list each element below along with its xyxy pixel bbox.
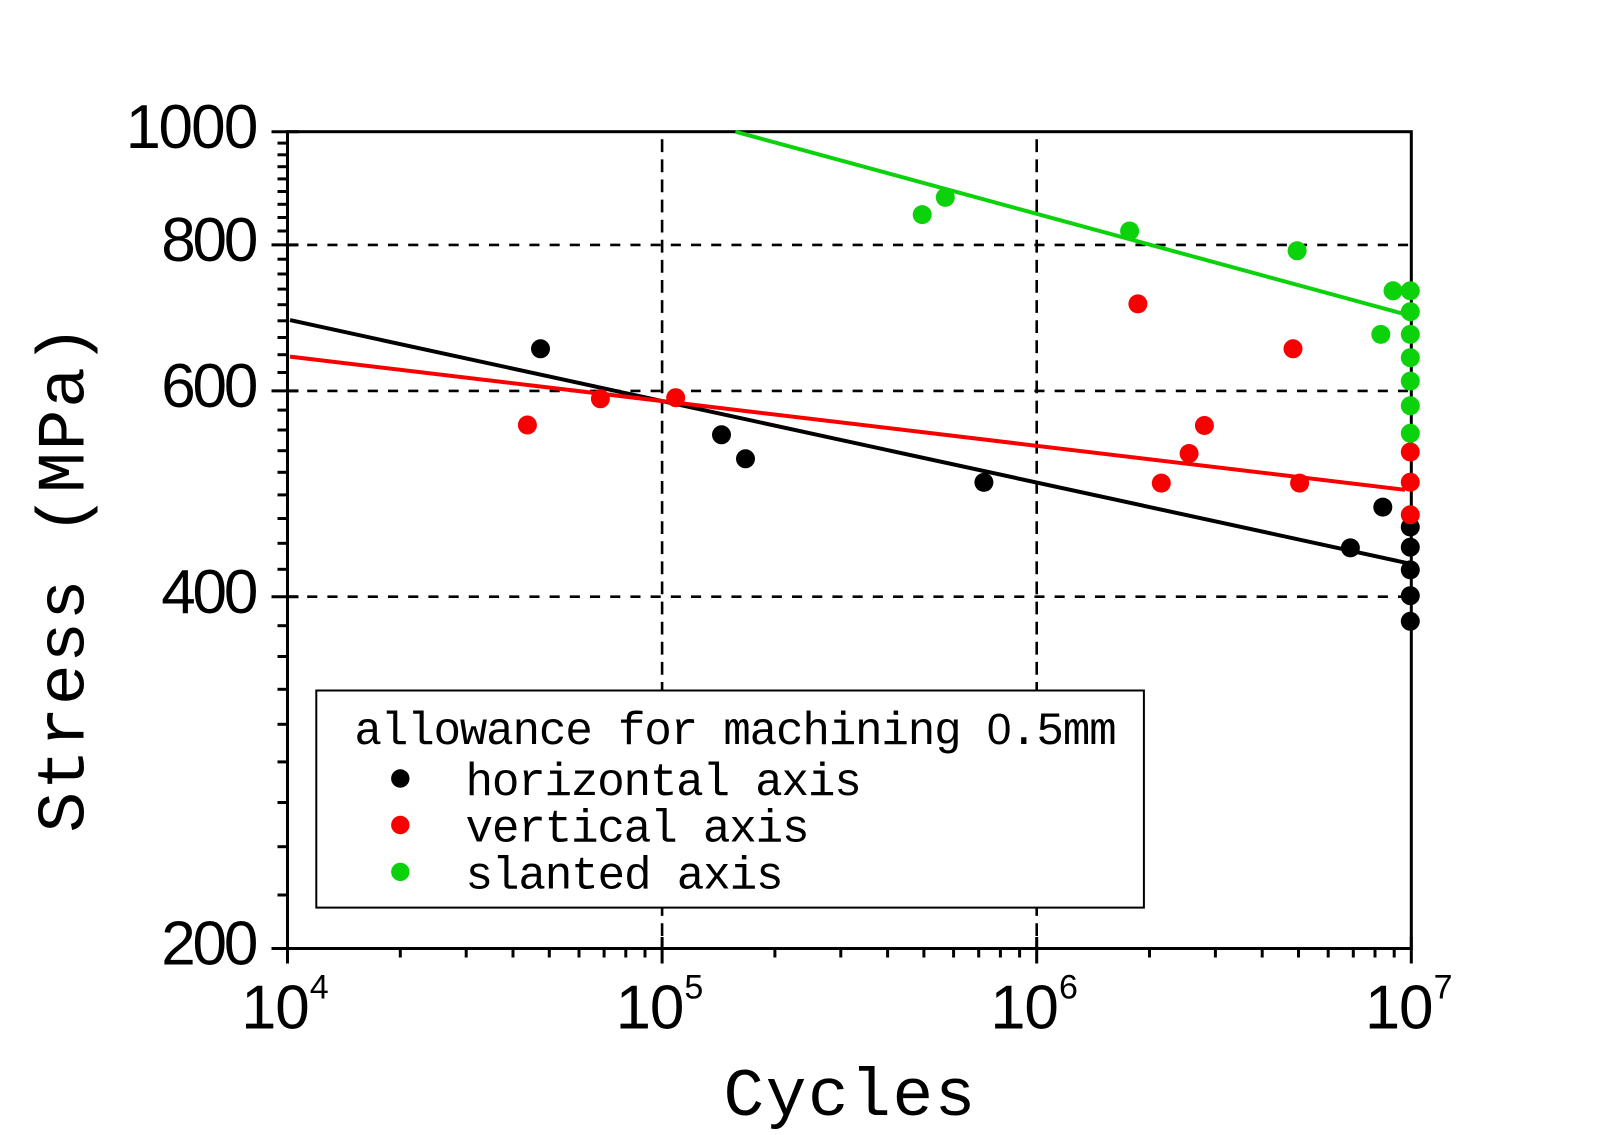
svg-text:1000: 1000 — [126, 93, 259, 162]
svg-text:600: 600 — [161, 352, 258, 421]
svg-text:4: 4 — [310, 968, 329, 1006]
svg-text:10: 10 — [1365, 973, 1434, 1042]
svg-text:10: 10 — [616, 973, 685, 1042]
svg-text:10: 10 — [990, 973, 1059, 1042]
svg-text:vertical axis: vertical axis — [466, 804, 810, 856]
svg-text:horizontal axis: horizontal axis — [466, 757, 862, 809]
svg-text:5: 5 — [684, 968, 703, 1006]
svg-text:slanted axis: slanted axis — [466, 850, 784, 902]
svg-text:800: 800 — [161, 206, 258, 275]
svg-text:400: 400 — [161, 558, 258, 627]
svg-text:6: 6 — [1059, 968, 1078, 1006]
svg-text:7: 7 — [1434, 968, 1453, 1006]
svg-text:Cycles: Cycles — [723, 1059, 975, 1135]
svg-text:10: 10 — [241, 973, 310, 1042]
svg-text:Stress (MPa): Stress (MPa) — [28, 325, 105, 833]
svg-text:200: 200 — [161, 910, 258, 979]
svg-text:allowance for machining 0.5mm: allowance for machining 0.5mm — [354, 705, 1116, 758]
